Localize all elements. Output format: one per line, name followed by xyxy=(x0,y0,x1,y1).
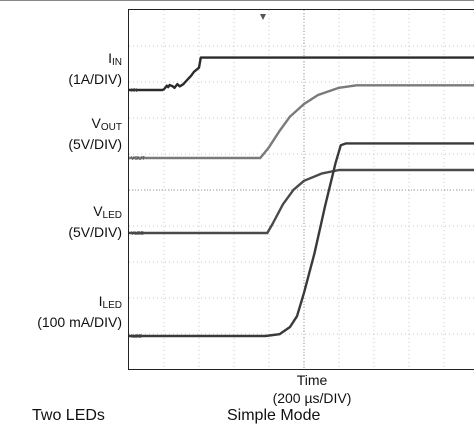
channel-label-iin: IIN (1A/DIV) xyxy=(68,50,122,87)
trace-vout xyxy=(129,84,474,160)
channel-label-vout: VOUT (5V/DIV) xyxy=(68,115,122,152)
marker-vled: VLED xyxy=(131,231,144,237)
trace-iin xyxy=(129,56,474,92)
marker-vout: VOUT xyxy=(131,156,145,162)
scope-plot: IIN VOUT VLED ILED xyxy=(129,10,474,369)
marker-iin: IIN xyxy=(131,88,138,94)
channel-label-vled: VLED (5V/DIV) xyxy=(68,203,122,240)
channel-label-iled: ILED (100 mA/DIV) xyxy=(37,293,122,330)
trigger-marker xyxy=(260,14,266,20)
caption-left: Two LEDs xyxy=(32,407,105,424)
marker-iled: ILED xyxy=(131,334,143,340)
scope-screen: IIN VOUT VLED ILED xyxy=(128,9,474,370)
top-rule xyxy=(0,0,474,1)
caption-right: Simple Mode xyxy=(227,407,321,424)
trace-vled xyxy=(129,168,474,235)
x-axis-label: Time xyxy=(296,372,328,388)
x-axis-scale: (200 µs/DIV) xyxy=(272,390,352,406)
trace-iled xyxy=(129,142,474,338)
